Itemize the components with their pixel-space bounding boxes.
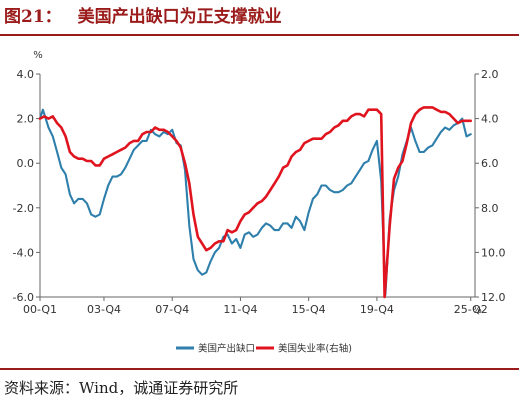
series-line-output-gap bbox=[38, 108, 472, 296]
right-tick-label: 8.0 bbox=[481, 202, 499, 215]
right-tick-label: 2.0 bbox=[481, 68, 499, 81]
right-axis-unit: % bbox=[472, 305, 482, 316]
legend: 美国产出缺口 美国失业率(右轴) bbox=[176, 343, 352, 355]
series-layer bbox=[38, 106, 473, 299]
x-tick-label: 03-Q4 bbox=[87, 303, 121, 316]
figure-label: 图21： bbox=[4, 7, 62, 27]
legend-label-unemployment: 美国失业率(右轴) bbox=[278, 343, 352, 355]
right-tick-label: 6.0 bbox=[481, 157, 499, 170]
x-tick-label: 07-Q4 bbox=[155, 303, 189, 316]
title-rule bbox=[0, 34, 519, 36]
left-tick-label: -4.0 bbox=[13, 246, 34, 259]
right-tick-label: 10.0 bbox=[481, 246, 506, 259]
left-tick-label: 0.0 bbox=[17, 157, 35, 170]
x-tick-label: 11-Q4 bbox=[223, 303, 257, 316]
source-rule bbox=[0, 368, 519, 370]
line-chart: %% -6.0 -4.0 -2.0 0.0 2.0 4.0 2.0 4.0 6.0 8.0 10.0 1… bbox=[13, 50, 506, 355]
x-tick-label: 25-Q2 bbox=[454, 303, 488, 316]
left-tick-label: 2.0 bbox=[17, 113, 35, 126]
left-tick-label: 4.0 bbox=[17, 68, 35, 81]
axes: %% -6.0 -4.0 -2.0 0.0 2.0 4.0 2.0 4.0 6.0 8.0 10.0 1… bbox=[13, 50, 506, 316]
x-tick-label: 19-Q4 bbox=[360, 303, 394, 316]
left-axis-unit: % bbox=[33, 50, 43, 61]
right-tick-label: 4.0 bbox=[481, 113, 499, 126]
x-tick-label: 00-Q1 bbox=[23, 303, 57, 316]
x-tick-label: 15-Q4 bbox=[292, 303, 326, 316]
figure-title-text: 美国产出缺口为正支撑就业 bbox=[77, 7, 282, 27]
figure-title: 图21： 美国产出缺口为正支撑就业 bbox=[4, 2, 515, 32]
figure-source: 资料来源：Wind，诚通证券研究所 bbox=[4, 379, 239, 397]
left-tick-label: -2.0 bbox=[13, 202, 34, 215]
legend-label-output-gap: 美国产出缺口 bbox=[198, 343, 255, 355]
right-tick-label: 12.0 bbox=[481, 291, 506, 304]
series-line-unemployment bbox=[38, 106, 473, 299]
left-tick-label: -6.0 bbox=[13, 291, 34, 304]
